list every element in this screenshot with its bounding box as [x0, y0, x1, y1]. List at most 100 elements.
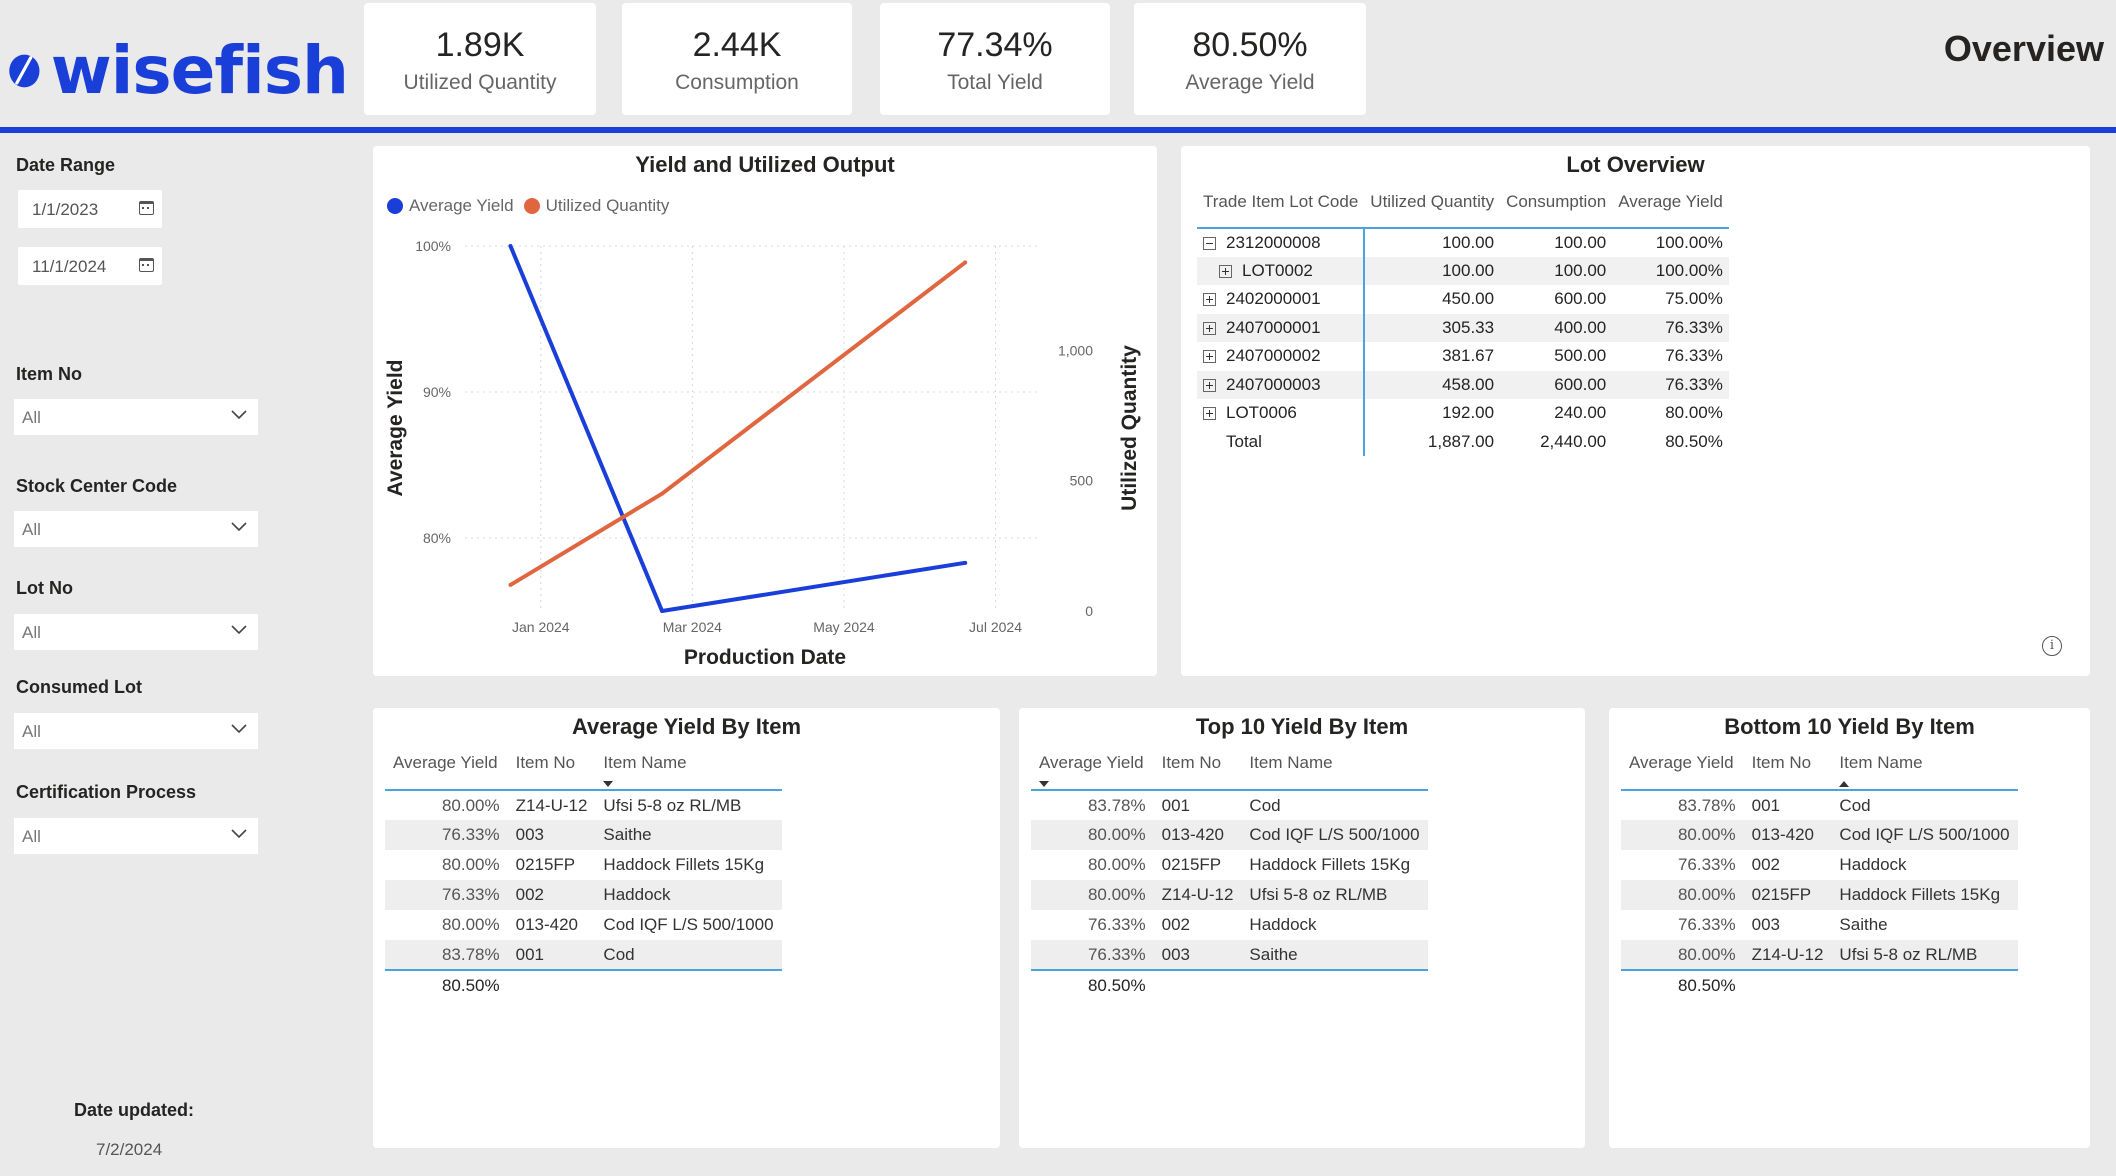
table-row[interactable]: 76.33% 003 Saithe	[1031, 940, 1428, 971]
total-average-yield: 80.50%	[1087, 975, 1146, 995]
table-row[interactable]: 80.00% Z14-U-12 Ufsi 5-8 oz RL/MB	[385, 790, 782, 820]
average-yield-cell: 83.78%	[1087, 795, 1146, 815]
column-header[interactable]: Average Yield	[1031, 750, 1154, 791]
average-yield-cell: 75.00%	[1665, 289, 1723, 309]
table-row[interactable]: 76.33% 002 Haddock	[385, 880, 782, 910]
lot-code: 2312000008	[1226, 232, 1321, 252]
kpi-label: Consumption	[675, 71, 799, 94]
table-row[interactable]: 80.00% 0215FP Haddock Fillets 15Kg	[1621, 880, 2018, 910]
column-header[interactable]: Trade Item Lot Code	[1197, 188, 1365, 229]
expand-icon[interactable]	[1203, 321, 1216, 335]
column-header[interactable]: Average Yield	[1612, 188, 1729, 229]
item-no-cell: 002	[1751, 855, 1780, 874]
table-row[interactable]: 83.78% 001 Cod	[385, 940, 782, 971]
lot-row[interactable]: LOT0002 100.00 100.00 100.00%	[1197, 256, 1729, 285]
expand-icon[interactable]	[1203, 378, 1216, 392]
average-yield-cell: 76.33%	[385, 880, 508, 910]
table-row[interactable]: 80.00% 013-420 Cod IQF L/S 500/1000	[1031, 820, 1428, 850]
table-row[interactable]: 80.00% 013-420 Cod IQF L/S 500/1000	[385, 910, 782, 940]
column-header[interactable]: Item Name	[1241, 750, 1428, 791]
expand-icon[interactable]	[1203, 350, 1216, 364]
lot-row[interactable]: 2407000002 381.67 500.00 76.33%	[1197, 342, 1729, 371]
average-yield-cell: 76.33%	[1665, 346, 1723, 366]
info-icon[interactable]: i	[2042, 636, 2062, 656]
table-row[interactable]: 80.00% 0215FP Haddock Fillets 15Kg	[385, 850, 782, 880]
column-header[interactable]: Item Name	[1831, 750, 2018, 791]
expand-icon[interactable]	[1203, 293, 1216, 307]
certification-process-dropdown[interactable]: All	[14, 818, 258, 854]
y-tick-label: 100%	[415, 238, 451, 254]
collapse-icon[interactable]	[1203, 236, 1216, 250]
lot-row[interactable]: 2407000003 458.00 600.00 76.33%	[1197, 370, 1729, 399]
legend-dot-average-yield	[387, 198, 403, 214]
item-name-cell: Saithe	[1839, 915, 1888, 934]
calendar-icon[interactable]	[139, 201, 154, 215]
column-header-label: Item No	[1751, 752, 1812, 772]
sort-down-icon	[603, 781, 614, 787]
lot-code-cell: 2407000001	[1197, 313, 1366, 342]
column-header[interactable]: Utilized Quantity	[1364, 188, 1501, 229]
column-header[interactable]: Consumption	[1500, 188, 1613, 229]
average-yield-cell: 76.33%	[1087, 915, 1146, 934]
date-updated-label: Date updated:	[74, 1100, 195, 1120]
lot-code-cell: 2402000001	[1197, 285, 1366, 314]
expand-icon[interactable]	[1219, 264, 1232, 278]
lot-code-cell: 2407000003	[1197, 370, 1366, 399]
column-header[interactable]: Item No	[507, 750, 596, 791]
table-row[interactable]: 83.78% 001 Cod	[1621, 790, 2018, 820]
yield-output-chart-card: Yield and Utilized Output Average Yield …	[373, 146, 1157, 676]
data-point-utilized-quantity	[963, 260, 968, 265]
average-yield-cell: 100.00%	[1612, 256, 1729, 285]
column-header[interactable]: Average Yield	[1621, 750, 1744, 791]
lot-row[interactable]: 2402000001 450.00 600.00 75.00%	[1197, 285, 1729, 314]
lot-code: 2407000001	[1226, 317, 1321, 337]
kpi-value: 1.89K	[435, 26, 525, 64]
kpi-label: Total Yield	[947, 71, 1043, 94]
lot-no-dropdown[interactable]: All	[14, 614, 258, 650]
table-row[interactable]: 80.00% Z14-U-12 Ufsi 5-8 oz RL/MB	[1621, 940, 2018, 971]
column-header[interactable]: Item No	[1743, 750, 1832, 791]
chevron-down-icon	[231, 724, 247, 734]
total-row: 80.50%	[1031, 970, 1428, 1000]
calendar-icon[interactable]	[139, 258, 154, 272]
table-row[interactable]: 76.33% 002 Haddock	[1031, 910, 1428, 940]
lot-row[interactable]: 2407000001 305.33 400.00 76.33%	[1197, 313, 1729, 342]
consumed-lot-dropdown[interactable]: All	[14, 713, 258, 749]
dropdown-value: All	[22, 408, 41, 427]
item-name-cell: Ufsi 5-8 oz RL/MB	[1831, 940, 2018, 971]
start-date-input[interactable]: 1/1/2023	[18, 190, 162, 228]
column-header-label: Item No	[1161, 752, 1222, 772]
table-row[interactable]: 83.78% 001 Cod	[1031, 790, 1428, 820]
table-row[interactable]: 76.33% 003 Saithe	[385, 820, 782, 850]
item-no-cell: 001	[1161, 795, 1190, 815]
chart-legend: Average Yield Utilized Quantity	[387, 196, 669, 216]
column-header[interactable]: Item No	[1153, 750, 1242, 791]
table-row[interactable]: 80.00% Z14-U-12 Ufsi 5-8 oz RL/MB	[1031, 880, 1428, 910]
item-no-cell: 0215FP	[515, 855, 576, 874]
data-point-utilized-quantity	[508, 582, 513, 587]
table-row[interactable]: 76.33% 002 Haddock	[1621, 850, 2018, 880]
kpi-card-utilized-quantity: 1.89K Utilized Quantity	[364, 3, 596, 115]
lot-code-cell: LOT0002	[1197, 256, 1366, 285]
legend-dot-utilized-quantity	[523, 198, 540, 214]
end-date-input[interactable]: 11/1/2024	[18, 247, 162, 285]
lot-code-cell: 2407000002	[1197, 342, 1366, 371]
table-row[interactable]: 80.00% 013-420 Cod IQF L/S 500/1000	[1621, 820, 2018, 850]
table-row[interactable]: 80.00% 0215FP Haddock Fillets 15Kg	[1031, 850, 1428, 880]
x-tick-label: Jan 2024	[512, 619, 570, 635]
item-no-dropdown[interactable]: All	[14, 399, 258, 435]
column-header[interactable]: Average Yield	[385, 750, 508, 791]
sort-down-icon	[1039, 781, 1049, 787]
lot-row[interactable]: LOT0006 192.00 240.00 80.00%	[1197, 399, 1729, 428]
certification-process-label: Certification Process	[16, 782, 197, 802]
y2-axis-title: Utilized Quantity	[1118, 345, 1141, 511]
average-yield-cell: 83.78%	[385, 940, 508, 971]
legend-item-average-yield[interactable]: Average Yield	[409, 196, 514, 215]
lot-code-cell: 2312000008	[1197, 228, 1366, 257]
stock-center-code-dropdown[interactable]: All	[14, 511, 258, 547]
table-row[interactable]: 76.33% 003 Saithe	[1621, 910, 2018, 940]
lot-row[interactable]: 2312000008 100.00 100.00 100.00%	[1197, 228, 1729, 257]
legend-item-utilized-quantity[interactable]: Utilized Quantity	[545, 196, 670, 215]
column-header[interactable]: Item Name	[595, 750, 782, 791]
expand-icon[interactable]	[1203, 407, 1216, 421]
